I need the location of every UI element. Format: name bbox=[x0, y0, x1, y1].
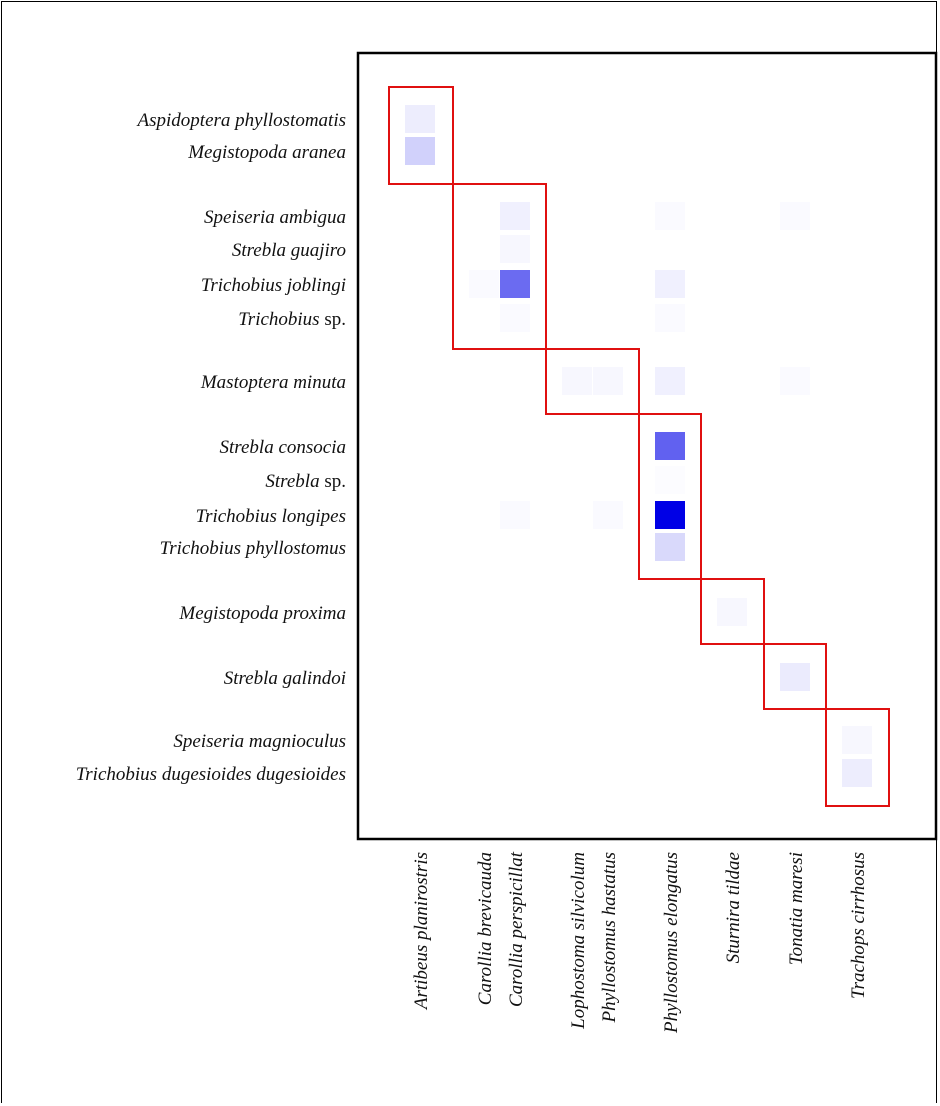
column-label: Carollia perspicillat bbox=[506, 851, 527, 1007]
column-label: Lophostoma silvicolum bbox=[568, 852, 589, 1030]
row-label: Trichobius dugesioides dugesioides bbox=[76, 764, 346, 785]
column-label: Phyllostomus elongatus bbox=[661, 852, 682, 1034]
heatmap-cell-2-2 bbox=[500, 202, 530, 230]
module-border-7 bbox=[825, 708, 890, 807]
heatmap-cell-6-3 bbox=[562, 367, 592, 395]
module-border-2 bbox=[452, 183, 547, 350]
row-label: Trichobius sp. bbox=[238, 309, 346, 330]
heatmap-cell-12-7 bbox=[780, 663, 810, 691]
row-label: Mastoptera minuta bbox=[200, 372, 346, 393]
heatmap-cell-7-5 bbox=[655, 432, 685, 460]
row-label: Trichobius phyllostomus bbox=[160, 538, 346, 559]
heatmap-cell-2-7 bbox=[780, 202, 810, 230]
heatmap-cell-4-5 bbox=[655, 270, 685, 298]
column-label: Carollia brevicauda bbox=[475, 852, 496, 1005]
row-label: Strebla consocia bbox=[220, 437, 346, 458]
heatmap-cell-5-2 bbox=[500, 304, 530, 332]
row-label: Trichobius longipes bbox=[196, 506, 346, 527]
column-label: Sturnira tildae bbox=[723, 852, 744, 963]
heatmap-cell-1-0 bbox=[405, 137, 435, 165]
row-label: Megistopoda aranea bbox=[187, 142, 346, 163]
heatmap-cell-6-5 bbox=[655, 367, 685, 395]
heatmap-cell-2-5 bbox=[655, 202, 685, 230]
heatmap-cell-10-5 bbox=[655, 533, 685, 561]
column-label: Tonatia maresi bbox=[786, 852, 807, 965]
column-label: Phyllostomus hastatus bbox=[599, 852, 620, 1023]
heatmap-cell-14-8 bbox=[842, 759, 872, 787]
heatmap-cell-9-4 bbox=[593, 501, 623, 529]
heatmap-cell-4-2 bbox=[500, 270, 530, 298]
row-label: Strebla sp. bbox=[265, 471, 346, 492]
module-border-6 bbox=[763, 643, 827, 710]
plot-frame bbox=[356, 51, 938, 841]
heatmap-cell-13-8 bbox=[842, 726, 872, 754]
heatmap-cell-9-5 bbox=[655, 501, 685, 529]
module-border-5 bbox=[700, 578, 765, 645]
column-label: Trachops cirrhosus bbox=[848, 852, 869, 999]
row-label: Trichobius joblingi bbox=[201, 275, 346, 296]
row-label: Speiseria magnioculus bbox=[173, 731, 346, 752]
row-label: Strebla galindoi bbox=[224, 668, 346, 689]
heatmap-cell-8-5 bbox=[655, 466, 685, 494]
heatmap-cell-5-5 bbox=[655, 304, 685, 332]
heatmap-cell-3-2 bbox=[500, 235, 530, 263]
column-label: Artibeus planirostris bbox=[411, 852, 432, 1011]
module-border-3 bbox=[545, 348, 640, 415]
heatmap-cell-4-1 bbox=[469, 270, 499, 298]
row-label: Aspidoptera phyllostomatis bbox=[136, 110, 346, 131]
heatmap-cell-6-7 bbox=[780, 367, 810, 395]
heatmap-cell-0-0 bbox=[405, 105, 435, 133]
row-label: Strebla guajiro bbox=[232, 240, 346, 261]
module-border-4 bbox=[638, 413, 702, 580]
row-label: Speiseria ambigua bbox=[204, 207, 346, 228]
heatmap-cell-6-4 bbox=[593, 367, 623, 395]
module-border-1 bbox=[388, 86, 454, 185]
heatmap-cell-9-2 bbox=[500, 501, 530, 529]
row-label: Megistopoda proxima bbox=[178, 603, 346, 624]
heatmap-cell-11-6 bbox=[717, 598, 747, 626]
